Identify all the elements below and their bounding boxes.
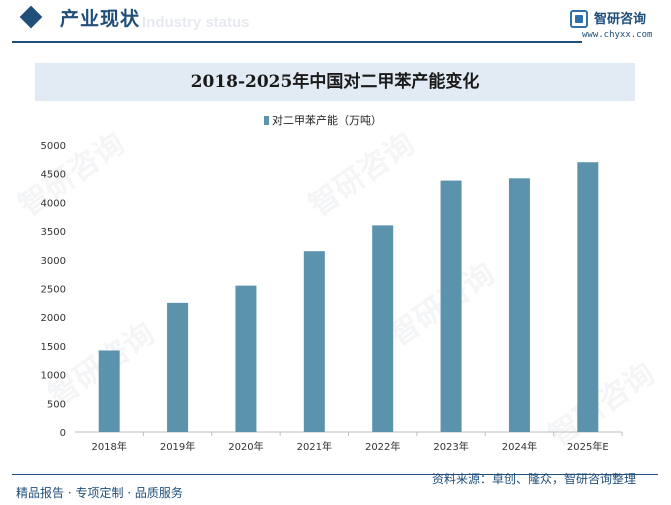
y-tick-label: 3000 bbox=[41, 256, 66, 267]
y-tick-label: 2000 bbox=[41, 313, 66, 324]
section-ghost-text: Industry status bbox=[142, 14, 250, 31]
y-tick-label: 3500 bbox=[41, 227, 66, 238]
y-tick-label: 4500 bbox=[41, 170, 66, 181]
x-tick-label: 2018年 bbox=[91, 440, 126, 453]
chart-title-band: 2018-2025年中国对二甲苯产能变化 bbox=[35, 63, 635, 101]
y-tick-label: 1000 bbox=[41, 371, 66, 382]
y-tick-label: 500 bbox=[47, 399, 66, 410]
chart-title: 2018-2025年中国对二甲苯产能变化 bbox=[190, 72, 480, 92]
x-tick-label: 2021年 bbox=[297, 440, 332, 453]
bar bbox=[508, 178, 530, 432]
source-note: 资料来源：卓创、隆众，智研咨询整理 bbox=[432, 472, 637, 486]
bar bbox=[235, 285, 257, 432]
x-tick-label: 2022年 bbox=[365, 440, 400, 453]
brand-logo-icon bbox=[570, 10, 588, 28]
brand-url: www.chyxx.com bbox=[582, 30, 653, 40]
bar bbox=[440, 180, 462, 432]
header-divider bbox=[12, 41, 582, 43]
x-tick-label: 2020年 bbox=[228, 440, 263, 453]
brand-name: 智研咨询 bbox=[594, 12, 647, 27]
footer-tagline: 精品报告 · 专项定制 · 品质服务 bbox=[16, 486, 183, 500]
x-tick-label: 2019年 bbox=[160, 440, 195, 453]
x-tick-label: 2024年 bbox=[502, 440, 537, 453]
bar bbox=[167, 302, 189, 432]
y-tick-label: 5000 bbox=[41, 141, 66, 152]
footer-divider bbox=[12, 474, 658, 475]
y-tick-label: 4000 bbox=[41, 198, 66, 209]
bar bbox=[303, 251, 325, 432]
x-tick-label: 2023年 bbox=[433, 440, 468, 453]
y-tick-label: 2500 bbox=[41, 285, 66, 296]
legend-swatch bbox=[264, 116, 269, 125]
y-tick-label: 0 bbox=[60, 428, 66, 439]
page-header: 产业现状 Industry status 智研咨询 www.chyxx.com bbox=[0, 0, 671, 44]
legend-label: 对二甲苯产能（万吨） bbox=[272, 114, 382, 127]
section-title: 产业现状 bbox=[60, 8, 141, 30]
x-tick-label: 2025年E bbox=[567, 440, 609, 453]
bar bbox=[372, 225, 394, 432]
bar bbox=[98, 350, 120, 432]
y-tick-label: 1500 bbox=[41, 342, 66, 353]
bar bbox=[577, 162, 599, 432]
